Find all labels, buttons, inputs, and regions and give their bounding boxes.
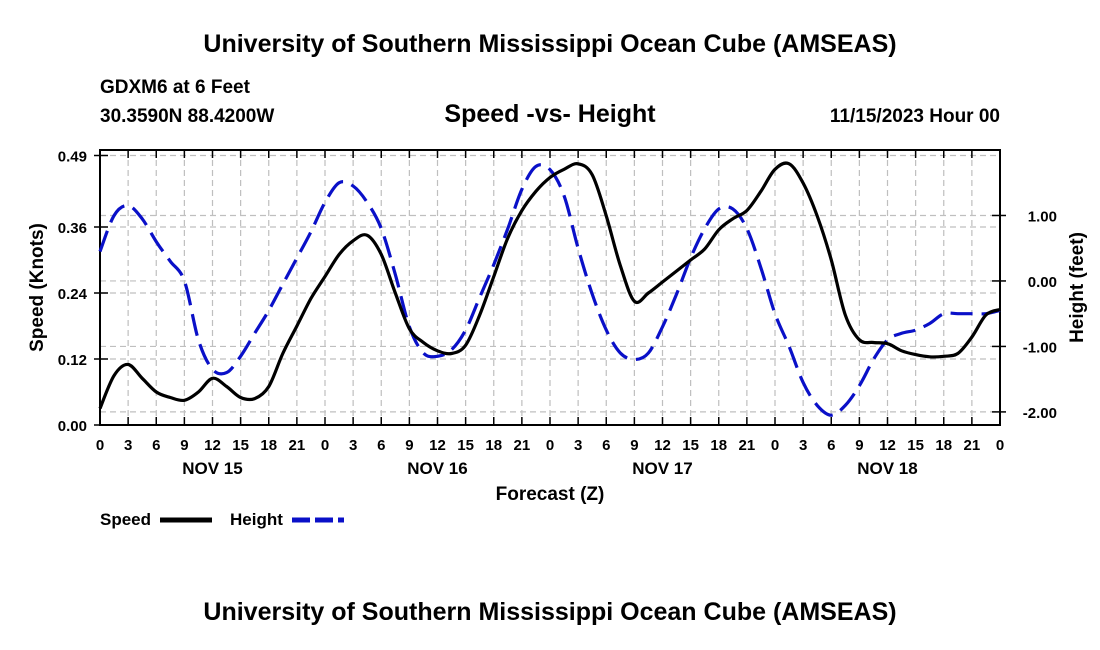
x-day-label: NOV 18	[857, 459, 917, 478]
x-tick-label: 15	[457, 437, 474, 454]
y2-axis-title: Height (feet)	[1067, 232, 1088, 343]
x-tick-label: 3	[124, 437, 132, 454]
y2-tick-label: 0.00	[1028, 274, 1057, 291]
x-tick-label: 15	[232, 437, 249, 454]
x-tick-label: 9	[405, 437, 413, 454]
y2-tick-label: -2.00	[1023, 405, 1057, 422]
x-tick-label: 9	[855, 437, 863, 454]
y2-tick-label: -1.00	[1023, 339, 1057, 356]
x-tick-label: 12	[654, 437, 671, 454]
x-tick-label: 6	[152, 437, 160, 454]
x-tick-label: 0	[96, 437, 104, 454]
x-tick-label: 3	[349, 437, 357, 454]
x-day-label: NOV 17	[632, 459, 692, 478]
x-tick-label: 15	[907, 437, 924, 454]
x-tick-label: 6	[602, 437, 610, 454]
x-tick-label: 3	[574, 437, 582, 454]
y-tick-label: 0.00	[58, 418, 87, 435]
x-tick-label: 21	[514, 437, 531, 454]
x-tick-label: 3	[799, 437, 807, 454]
y-axis-title: Speed (Knots)	[27, 223, 48, 352]
x-day-label: NOV 16	[407, 459, 467, 478]
y-tick-label: 0.49	[58, 149, 87, 166]
x-tick-label: 21	[739, 437, 756, 454]
page-title: University of Southern Mississippi Ocean…	[203, 30, 897, 58]
series-line-speed	[98, 161, 1001, 410]
chart-subtitle: Speed -vs- Height	[444, 100, 656, 128]
coordinates-label: 30.3590N 88.4200W	[100, 106, 275, 127]
x-tick-label: 0	[321, 437, 329, 454]
x-tick-label: 6	[827, 437, 835, 454]
x-tick-label: 0	[546, 437, 554, 454]
y2-tick-label: 1.00	[1028, 208, 1057, 225]
x-tick-label: 21	[289, 437, 306, 454]
x-tick-label: 18	[935, 437, 952, 454]
x-tick-label: 18	[260, 437, 277, 454]
station-label: GDXM6 at 6 Feet	[100, 77, 250, 98]
x-tick-label: 9	[180, 437, 188, 454]
footer-title: University of Southern Mississippi Ocean…	[203, 598, 897, 626]
x-tick-label: 12	[879, 437, 896, 454]
x-tick-label: 0	[996, 437, 1004, 454]
x-tick-label: 0	[771, 437, 779, 454]
y-tick-label: 0.12	[58, 352, 87, 369]
x-tick-label: 9	[630, 437, 638, 454]
x-tick-label: 15	[682, 437, 699, 454]
x-tick-label: 18	[485, 437, 502, 454]
y-tick-label: 0.36	[58, 220, 87, 237]
y-tick-label: 0.24	[58, 286, 88, 303]
x-tick-label: 6	[377, 437, 385, 454]
forecast-datetime: 11/15/2023 Hour 00	[829, 106, 1000, 127]
series-line-height	[98, 163, 1001, 417]
x-axis-title: Forecast (Z)	[496, 484, 605, 505]
legend-label-speed: Speed	[100, 510, 151, 529]
x-tick-label: 21	[964, 437, 981, 454]
x-tick-label: 12	[429, 437, 446, 454]
legend-label-height: Height	[230, 510, 283, 529]
x-tick-label: 12	[204, 437, 221, 454]
x-tick-label: 18	[710, 437, 727, 454]
x-day-label: NOV 15	[182, 459, 242, 478]
